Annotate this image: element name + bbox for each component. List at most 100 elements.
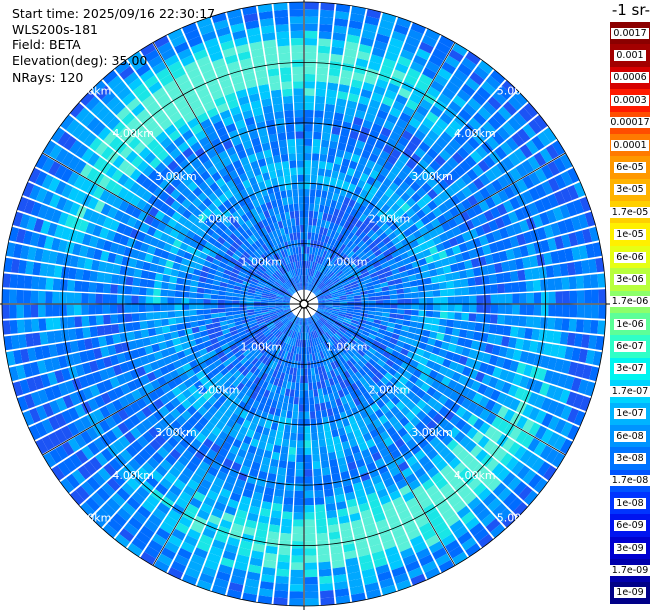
ppi-cell xyxy=(368,536,381,547)
ppi-cell xyxy=(38,304,46,318)
radar-center-marker xyxy=(299,299,309,309)
ppi-cell xyxy=(331,310,340,314)
ppi-cell xyxy=(102,240,113,252)
ppi-cell xyxy=(416,187,427,198)
ppi-cell xyxy=(256,258,264,266)
colorbar-tick-label: 3e-06 xyxy=(614,273,646,285)
ppi-cell xyxy=(419,170,431,182)
ppi-cell xyxy=(268,300,276,303)
ppi-cell xyxy=(20,348,30,363)
ppi-cell xyxy=(208,386,218,396)
ppi-cell xyxy=(422,350,432,360)
ppi-cell xyxy=(9,304,17,319)
ppi-cell xyxy=(293,261,297,270)
ppi-cell xyxy=(117,468,131,482)
ppi-cell xyxy=(296,440,304,448)
ppi-cell xyxy=(381,584,397,596)
ppi-cell xyxy=(328,524,340,533)
ppi-cell xyxy=(170,419,182,431)
ppi-cell xyxy=(583,319,592,334)
ppi-cell xyxy=(74,316,83,328)
ppi-cell xyxy=(448,457,462,470)
ppi-cell xyxy=(323,259,329,267)
ppi-cell xyxy=(258,470,268,480)
ppi-cell xyxy=(180,541,195,554)
ppi-cell xyxy=(476,304,484,313)
ppi-cell xyxy=(140,222,150,234)
ppi-cell xyxy=(233,317,242,323)
ppi-cell xyxy=(132,511,147,525)
ppi-cell xyxy=(533,478,548,494)
ppi-cell xyxy=(357,240,365,248)
ppi-cell xyxy=(137,89,152,103)
ppi-cell xyxy=(467,136,480,150)
ppi-cell xyxy=(473,418,485,431)
ppi-cell xyxy=(149,439,162,451)
ppi-cell xyxy=(74,434,87,449)
ppi-cell xyxy=(114,533,130,548)
ppi-cell xyxy=(429,490,443,503)
ppi-cell xyxy=(387,322,396,328)
ppi-cell xyxy=(254,240,262,248)
ppi-cell xyxy=(153,304,161,312)
ppi-cell xyxy=(324,295,332,299)
ppi-cell xyxy=(136,108,150,122)
ppi-cell xyxy=(42,140,57,156)
ppi-cell xyxy=(207,466,219,477)
ppi-cell xyxy=(336,366,344,375)
ppi-cell xyxy=(434,339,443,348)
ppi-cell xyxy=(540,196,553,211)
ppi-cell xyxy=(392,100,405,112)
ppi-cell xyxy=(275,371,282,380)
ppi-cell xyxy=(133,219,144,231)
ppi-cell xyxy=(286,344,291,352)
ppi-cell xyxy=(411,260,421,269)
ppi-cell xyxy=(286,218,292,227)
ppi-cell xyxy=(233,370,242,379)
ppi-cell xyxy=(340,128,350,138)
ppi-cell xyxy=(151,343,161,353)
ppi-cell xyxy=(222,199,232,209)
ppi-cell xyxy=(317,547,330,556)
ppi-cell xyxy=(73,292,82,304)
ppi-cell xyxy=(331,46,344,56)
ppi-cell xyxy=(222,481,234,492)
ppi-cell xyxy=(263,317,272,322)
ppi-cell xyxy=(348,199,356,208)
ppi-cell xyxy=(239,188,249,198)
ppi-cell xyxy=(296,268,300,276)
ppi-cell xyxy=(310,425,318,434)
ppi-cell xyxy=(312,286,318,293)
ppi-cell xyxy=(344,331,353,338)
ppi-cell xyxy=(519,351,529,363)
ppi-cell xyxy=(89,326,98,338)
ppi-cell xyxy=(571,347,581,362)
ppi-cell xyxy=(102,294,111,304)
ppi-cell xyxy=(318,204,325,213)
ppi-cell xyxy=(318,300,326,303)
ppi-cell xyxy=(255,205,263,215)
ppi-cell xyxy=(171,35,187,48)
ppi-cell xyxy=(309,324,313,332)
ppi-cell xyxy=(275,299,283,302)
ppi-cell xyxy=(123,246,133,257)
ppi-cell xyxy=(272,284,280,290)
ppi-cell xyxy=(164,124,177,136)
ppi-cell xyxy=(304,555,317,563)
ppi-cell xyxy=(174,344,183,353)
ppi-cell xyxy=(416,236,426,245)
ppi-cell xyxy=(328,318,336,324)
ppi-cell xyxy=(564,248,574,262)
ppi-cell xyxy=(105,229,116,242)
ppi-cell xyxy=(199,271,209,278)
ppi-cell xyxy=(525,378,537,391)
ppi-cell xyxy=(86,476,101,491)
ppi-cell xyxy=(343,114,354,124)
ppi-cell xyxy=(413,54,428,67)
ppi-cell xyxy=(315,311,323,317)
ppi-cell xyxy=(399,416,410,427)
ppi-cell xyxy=(243,339,252,347)
ppi-cell xyxy=(270,255,277,264)
ppi-cell xyxy=(201,566,217,578)
ppi-cell xyxy=(201,265,210,273)
